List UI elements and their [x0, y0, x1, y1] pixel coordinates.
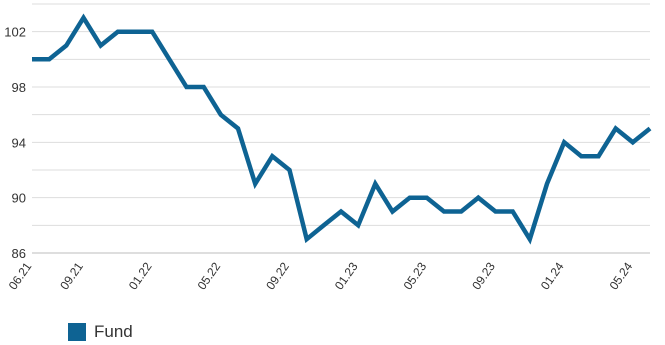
y-tick-label: 94 [12, 135, 26, 150]
gridlines [32, 3, 650, 254]
x-tick-label: 05.24 [607, 259, 636, 292]
x-tick-label: 05.22 [195, 259, 224, 292]
y-axis-ticks: 86 90 94 98 102 [4, 25, 26, 261]
x-tick-label: 09.22 [263, 259, 292, 292]
y-tick-label: 102 [4, 25, 26, 40]
legend-label-fund: Fund [94, 322, 133, 341]
x-tick-label: 09.23 [469, 259, 498, 292]
series-layer [32, 13, 652, 245]
x-tick-label: 09.21 [57, 259, 86, 292]
x-tick-label: 01.24 [538, 259, 567, 292]
legend: Fund [68, 322, 133, 342]
y-tick-label: 86 [12, 246, 26, 261]
series-line-fund [32, 13, 652, 245]
x-tick-label: 05.23 [401, 259, 430, 292]
legend-swatch [68, 323, 86, 341]
x-axis-ticks: 06.21 09.21 01.22 05.22 09.22 01.23 05.23 09.23… [6, 259, 636, 292]
y-tick-label: 90 [12, 191, 26, 206]
x-tick-label: 06.21 [6, 259, 35, 292]
x-tick-label: 01.22 [126, 259, 155, 292]
line-chart: 86 90 94 98 102 06.21 09.21 01.22 05.22 09.22 01.… [4, 3, 652, 292]
x-tick-label: 01.23 [332, 259, 361, 292]
y-tick-label: 98 [12, 80, 26, 95]
